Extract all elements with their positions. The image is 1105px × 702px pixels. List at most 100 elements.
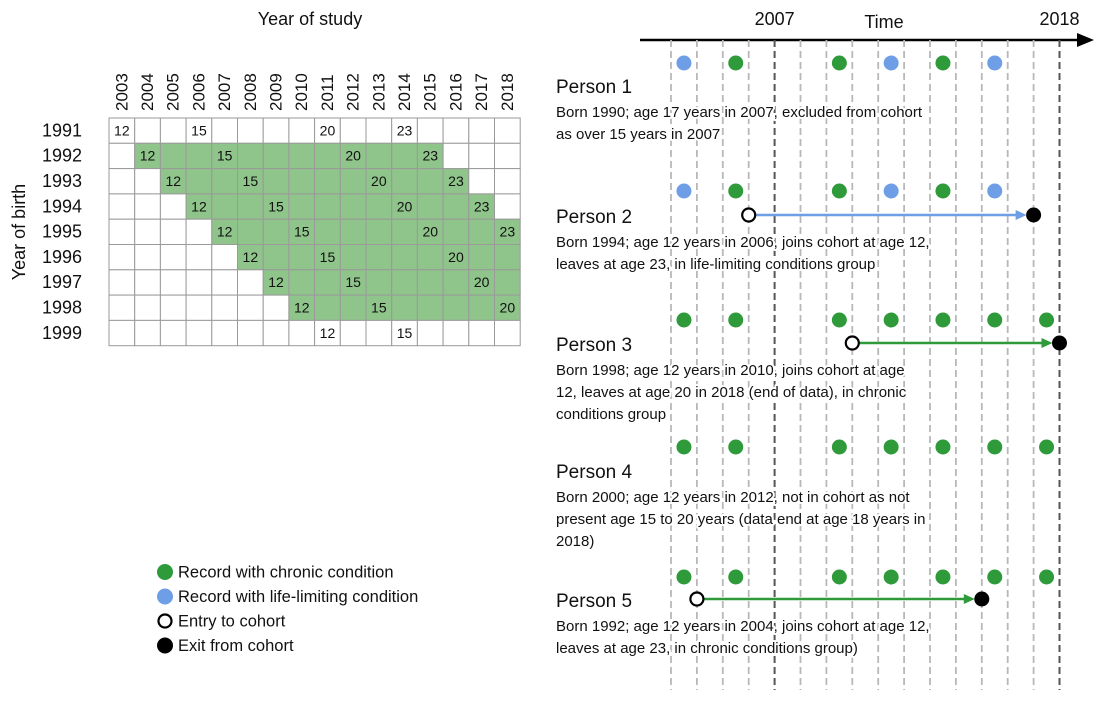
grid-cell — [314, 218, 341, 245]
row-label: 1996 — [42, 247, 82, 267]
exit-marker — [1052, 335, 1067, 351]
grid-cell — [185, 294, 213, 321]
grid-cell — [108, 193, 136, 220]
grid-cell — [314, 142, 341, 170]
grid-cell — [416, 168, 444, 195]
column-label: 2017 — [472, 73, 491, 111]
grid-cell — [159, 294, 187, 321]
column-label: 2006 — [189, 73, 208, 111]
person-name: Person 5 — [556, 591, 632, 612]
legend-label: Record with chronic condition — [178, 563, 394, 581]
grid-cell — [391, 142, 418, 170]
cell-label: 12 — [114, 122, 130, 138]
life-limiting-record — [987, 183, 1003, 199]
row-label: 1999 — [42, 323, 82, 343]
grid-cell — [237, 319, 264, 347]
cell-label: 23 — [397, 122, 413, 138]
grid-cell — [134, 294, 161, 321]
grid-cell — [365, 218, 393, 245]
grid-cell — [211, 294, 239, 321]
legend-label: Exit from cohort — [178, 637, 294, 655]
life-limiting-record — [676, 55, 692, 71]
column-label: 2013 — [369, 73, 388, 111]
grid-cell — [185, 168, 213, 195]
person-description: present age 15 to 20 years (data end at … — [556, 511, 925, 528]
person-description: as over 15 years in 2007 — [556, 126, 720, 143]
chronic-record — [883, 439, 899, 455]
grid-cell — [314, 269, 341, 296]
chronic-record — [935, 312, 951, 328]
column-label: 2012 — [344, 73, 363, 111]
grid-cell — [262, 218, 290, 245]
grid-cell — [159, 319, 187, 347]
chronic-record — [676, 569, 692, 585]
grid-cell — [365, 269, 393, 296]
grid-cell — [494, 319, 521, 347]
legend-marker — [157, 637, 173, 654]
grid-cell — [108, 269, 136, 296]
cell-label: 20 — [448, 249, 464, 265]
column-label: 2016 — [446, 73, 465, 111]
grid-cell — [365, 244, 393, 271]
chronic-record — [831, 569, 847, 585]
grid-cell — [494, 117, 521, 144]
grid-cell — [339, 168, 367, 195]
grid-cell — [237, 218, 264, 245]
grid-cell — [288, 142, 316, 170]
grid-cell — [416, 319, 444, 347]
grid-cell — [339, 193, 367, 220]
grid-cell — [211, 269, 239, 296]
chronic-record — [728, 312, 744, 328]
cell-label: 15 — [217, 148, 233, 164]
life-limiting-record — [676, 183, 692, 199]
row-label: 1991 — [42, 120, 82, 140]
person-description: 2018) — [556, 533, 594, 550]
grid-cell — [365, 294, 393, 321]
person-description: Born 1992; age 12 years in 2004, joins c… — [556, 618, 930, 635]
cell-label: 15 — [294, 224, 310, 240]
cell-label: 15 — [320, 249, 336, 265]
grid-cell — [237, 193, 264, 220]
grid-cell — [159, 168, 187, 195]
cell-label: 23 — [500, 224, 516, 240]
grid-cell — [442, 218, 470, 245]
cell-label: 12 — [268, 274, 284, 290]
grid-cell — [339, 117, 367, 144]
grid-cell — [365, 142, 393, 170]
grid-cell — [391, 244, 418, 271]
grid-cell — [262, 244, 290, 271]
legend-marker — [157, 588, 173, 605]
grid-cell — [211, 168, 239, 195]
cell-label: 12 — [243, 249, 259, 265]
chronic-record — [831, 312, 847, 328]
chronic-record — [935, 439, 951, 455]
grid-cell — [134, 193, 161, 220]
cell-label: 20 — [422, 224, 438, 240]
column-label: 2010 — [292, 73, 311, 111]
cell-label: 12 — [165, 173, 181, 189]
grid-cell — [314, 319, 341, 347]
person-name: Person 1 — [556, 77, 632, 98]
entry-marker — [689, 591, 705, 607]
grid-cell — [391, 193, 418, 220]
grid-cell — [468, 168, 495, 195]
grid-cell — [237, 269, 264, 296]
life-limiting-record — [987, 55, 1003, 71]
grid-cell — [339, 244, 367, 271]
grid-cell — [211, 319, 239, 347]
person-description: leaves at age 23, in life-limiting condi… — [556, 256, 875, 273]
grid-cell — [365, 117, 393, 144]
grid-cell — [288, 244, 316, 271]
grid-cell — [494, 244, 521, 271]
cell-label: 15 — [397, 325, 413, 341]
cell-label: 23 — [422, 148, 438, 164]
grid-cell — [314, 193, 341, 220]
row-label: 1997 — [42, 272, 82, 292]
column-label: 2008 — [241, 73, 260, 111]
grid-cell — [159, 218, 187, 245]
grid-cell — [108, 244, 136, 271]
chronic-record — [728, 183, 744, 199]
column-label: 2007 — [215, 73, 234, 111]
row-label: 1998 — [42, 298, 82, 318]
cell-label: 15 — [371, 299, 387, 315]
